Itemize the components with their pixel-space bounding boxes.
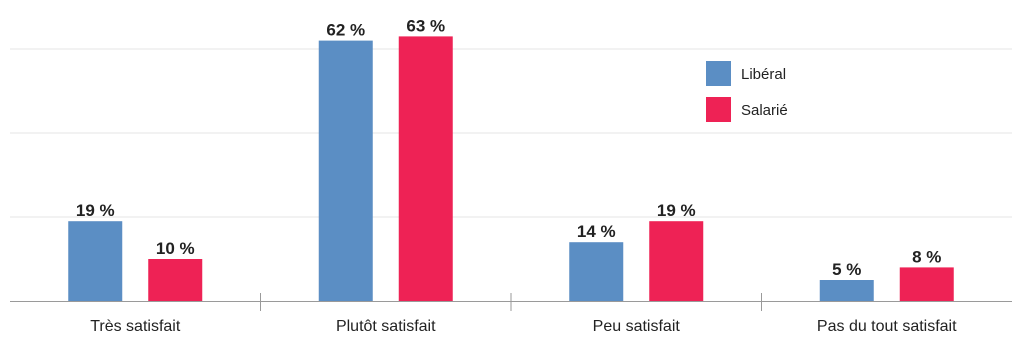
data-label: 19 % xyxy=(76,201,115,220)
x-tick-label: Pas du tout satisfait xyxy=(817,318,957,335)
data-label: 63 % xyxy=(406,16,445,35)
data-label: 8 % xyxy=(912,247,941,266)
bars: 19 % 10 % 62 % 63 % 14 % 19 % 5 % 8 % xyxy=(68,16,954,302)
bar-liberal xyxy=(819,280,874,301)
data-label: 5 % xyxy=(832,260,861,279)
data-label: 19 % xyxy=(657,201,696,220)
gridlines xyxy=(10,48,1012,218)
legend: Libéral Salarié xyxy=(706,61,788,122)
legend-label: Salarié xyxy=(741,102,788,119)
legend-swatch xyxy=(706,61,731,86)
bar-salarie xyxy=(899,267,954,301)
data-label: 10 % xyxy=(156,239,195,258)
bar-salarie xyxy=(398,36,453,302)
x-axis: Très satisfait Plutôt satisfait Peu satisf… xyxy=(10,293,1012,335)
legend-swatch xyxy=(706,97,731,122)
bar-liberal xyxy=(68,221,123,301)
x-tick-label: Très satisfait xyxy=(90,318,181,335)
bar-liberal xyxy=(569,242,624,301)
x-tick-label: Plutôt satisfait xyxy=(336,318,436,335)
bar-salarie xyxy=(649,221,704,301)
data-label: 62 % xyxy=(326,21,365,40)
bar-liberal xyxy=(318,40,373,301)
bar-salarie xyxy=(148,259,203,301)
legend-label: Libéral xyxy=(741,66,786,83)
x-tick-label: Peu satisfait xyxy=(593,318,681,335)
data-label: 14 % xyxy=(577,222,616,241)
